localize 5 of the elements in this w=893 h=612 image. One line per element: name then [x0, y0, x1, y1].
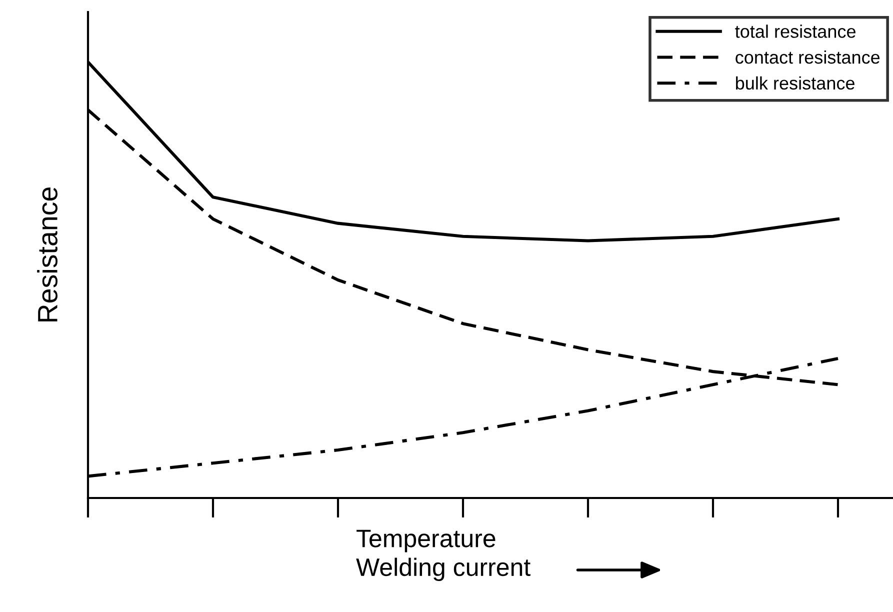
y-axis-title: Resistance — [37, 188, 58, 322]
legend-label: contact resistance — [736, 50, 880, 64]
legend-label: total resistance — [735, 24, 856, 38]
x-axis-title: Temperature Welding current — [356, 530, 530, 582]
legend-label: bulk resistance — [736, 76, 854, 90]
